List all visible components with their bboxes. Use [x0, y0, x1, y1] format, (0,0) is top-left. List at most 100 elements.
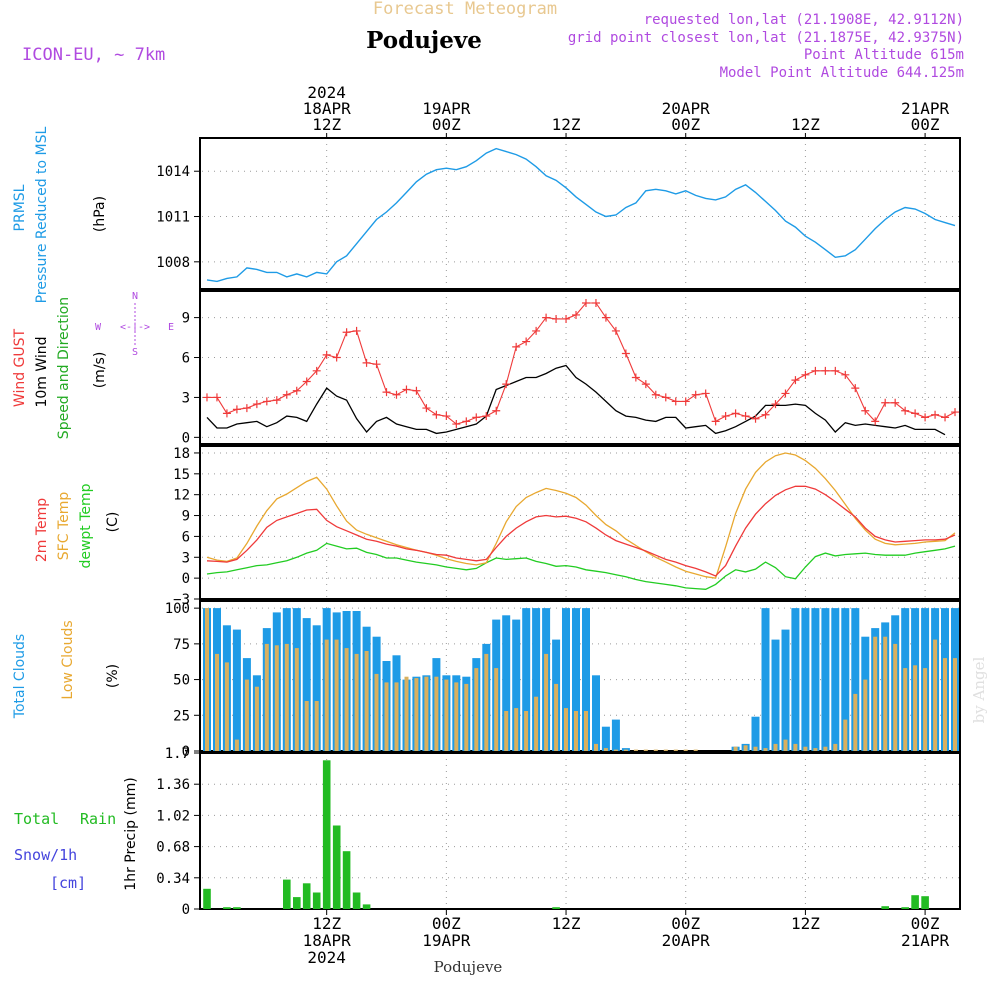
bottom-time-label: 12Z: [552, 914, 581, 933]
rain-bar: [233, 907, 241, 909]
rain-bar: [283, 879, 291, 909]
low-clouds-bar: [663, 749, 668, 751]
gust-marker: [661, 393, 670, 402]
low-clouds-bar: [215, 653, 219, 751]
wind-ytick-label: 3: [182, 390, 190, 406]
pressure-label-2: Pressure Reduced to MSL: [34, 126, 50, 303]
precipitation-ytick-label: 1.02: [156, 808, 190, 824]
wind-labels: Wind GUST 10m Wind Speed and Direction (…: [12, 297, 108, 439]
wind-ytick-label: 9: [182, 311, 190, 327]
compass-east: E: [168, 322, 174, 333]
low-clouds-bar: [783, 739, 788, 751]
precip-unit: 1hr Precip (mm): [123, 777, 139, 890]
low-clouds-bar: [733, 746, 738, 751]
precipitation-ytick-label: 1.36: [156, 777, 190, 793]
low-clouds-bar: [254, 686, 259, 751]
low-clouds-bar: [753, 746, 758, 751]
gust-marker: [282, 390, 291, 399]
credit-watermark: by Angel: [970, 656, 988, 723]
gust-marker: [751, 414, 760, 423]
temperature-ytick-label: 15: [173, 467, 190, 483]
rain-bar: [223, 907, 231, 909]
low-clouds-bar: [643, 749, 648, 751]
total-clouds-bar: [771, 639, 780, 751]
pressure-ytick-label: 1008: [156, 255, 190, 271]
low-clouds-bar: [514, 708, 519, 751]
gust-marker: [701, 389, 710, 398]
rain-bar: [901, 907, 909, 909]
gust-marker: [721, 412, 730, 421]
low-clouds-bar: [803, 746, 808, 751]
model-altitude: Model Point Altitude 644.125m: [720, 65, 964, 81]
gust-marker: [202, 393, 211, 402]
gust-marker: [502, 380, 511, 389]
low-clouds-bar: [304, 701, 309, 751]
gust-marker: [542, 313, 551, 322]
gust-marker: [422, 404, 431, 413]
gust-marker: [601, 313, 610, 322]
total-clouds-bar: [512, 619, 521, 751]
gust-marker: [951, 408, 960, 417]
temperature-labels: 2m Temp SFC Temp dewpt Temp (C): [34, 483, 121, 568]
low-clouds-bar: [454, 682, 459, 751]
clouds-panel: 0 25 50 75 100: [165, 600, 961, 760]
low-clouds-bar: [474, 668, 479, 751]
gust-marker: [931, 410, 940, 419]
gust-marker: [861, 406, 870, 415]
clouds-ytick-label: 50: [173, 673, 190, 689]
dewpt-label: dewpt Temp: [78, 483, 94, 568]
gust-marker: [242, 404, 251, 413]
gust-marker: [532, 326, 541, 335]
sfctemp-line: [206, 452, 956, 579]
wind-speed-line: [206, 364, 946, 436]
gust-marker: [771, 400, 780, 409]
low-clouds-bar: [683, 749, 688, 751]
low-clouds-bar: [484, 653, 489, 751]
pressure-panel: 1008 1011 1014: [156, 137, 961, 290]
gust-marker: [711, 417, 720, 426]
gust-marker: [312, 366, 321, 375]
gust-marker: [761, 410, 770, 419]
low-clouds-bar: [943, 658, 947, 751]
dewpt-line: [206, 542, 956, 590]
rain-bar: [312, 892, 321, 909]
temperature-panel: −3 0 3 6 9 12 15 18: [173, 445, 961, 608]
chart-title: Forecast Meteogram: [373, 0, 557, 19]
pressure-line: [206, 147, 956, 283]
model-label: ICON-EU, ~ 7km: [22, 45, 165, 65]
wind-ytick-label: 6: [182, 351, 190, 367]
compass-south: S: [132, 347, 138, 358]
gust-marker: [232, 405, 241, 414]
rain-bar: [552, 907, 560, 909]
low-clouds-label: Low Clouds: [60, 620, 76, 699]
total-clouds-bar: [312, 625, 321, 751]
pressure-ytick-label: 1014: [156, 164, 190, 180]
low-clouds-bar: [693, 749, 698, 751]
gust-marker: [941, 413, 950, 422]
compass-west: W: [95, 322, 102, 333]
total-clouds-bar: [592, 675, 600, 751]
gust-marker: [462, 417, 471, 426]
low-clouds-bar: [324, 639, 329, 751]
low-clouds-bar: [603, 748, 608, 751]
low-clouds-bar: [893, 643, 898, 751]
gust-marker: [811, 366, 820, 375]
snow-unit-label: [cm]: [50, 874, 86, 892]
low-clouds-bar: [354, 653, 359, 751]
clouds-ytick-label: 75: [173, 637, 190, 653]
low-clouds-bar: [873, 636, 878, 751]
precipitation-ytick-label: 0: [182, 902, 190, 918]
footer-location: Podujeve: [434, 958, 503, 976]
low-clouds-bar: [544, 653, 549, 751]
clouds-ytick-label: 0: [182, 744, 190, 760]
rain-bar: [322, 760, 331, 909]
wind-unit: (m/s): [92, 352, 108, 389]
precipitation-panel: 0 0.34 0.68 1.02 1.36 1.7: [156, 746, 961, 918]
precipitation-ytick-label: 1.7: [165, 746, 190, 762]
temperature-ytick-label: 12: [173, 488, 190, 504]
temperature-ytick-label: 3: [182, 550, 190, 566]
bottom-time-label: 00Z: [432, 914, 461, 933]
bottom-time-label: 2024: [307, 948, 346, 967]
gust-marker: [302, 377, 311, 386]
